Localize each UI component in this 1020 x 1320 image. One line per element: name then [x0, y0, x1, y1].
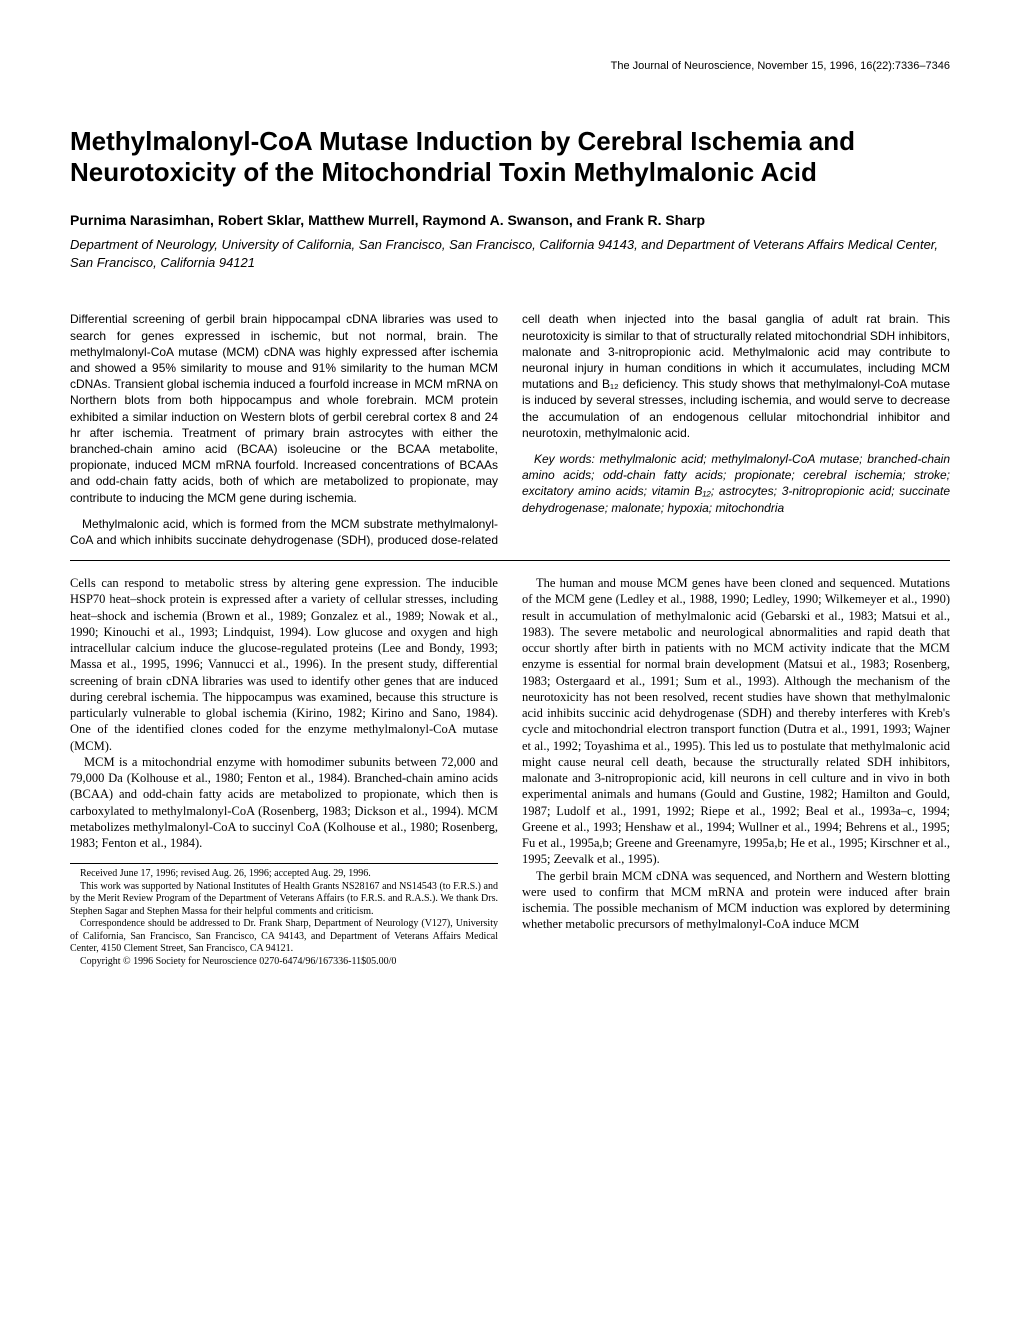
footnote-received: Received June 17, 1996; revised Aug. 26,…	[70, 868, 498, 881]
body-paragraph: The gerbil brain MCM cDNA was sequenced,…	[522, 868, 950, 933]
body-paragraph: MCM is a mitochondrial enzyme with homod…	[70, 754, 498, 852]
footnote-correspondence: Correspondence should be addressed to Dr…	[70, 918, 498, 956]
footnote-copyright: Copyright © 1996 Society for Neuroscienc…	[70, 956, 498, 969]
footnote-support: This work was supported by National Inst…	[70, 881, 498, 919]
body-paragraph: The human and mouse MCM genes have been …	[522, 575, 950, 868]
abstract-paragraph: Differential screening of gerbil brain h…	[70, 311, 498, 505]
author-list: Purnima Narasimhan, Robert Sklar, Matthe…	[70, 212, 950, 228]
body-text: Cells can respond to metabolic stress by…	[70, 575, 950, 968]
body-paragraph: Cells can respond to metabolic stress by…	[70, 575, 498, 754]
abstract-section: Differential screening of gerbil brain h…	[70, 311, 950, 561]
keywords: Key words: methylmalonic acid; methylmal…	[522, 451, 950, 516]
footnotes: Received June 17, 1996; revised Aug. 26,…	[70, 863, 498, 968]
affiliation: Department of Neurology, University of C…	[70, 236, 950, 271]
article-title: Methylmalonyl-CoA Mutase Induction by Ce…	[70, 126, 950, 188]
running-head: The Journal of Neuroscience, November 15…	[70, 60, 950, 72]
